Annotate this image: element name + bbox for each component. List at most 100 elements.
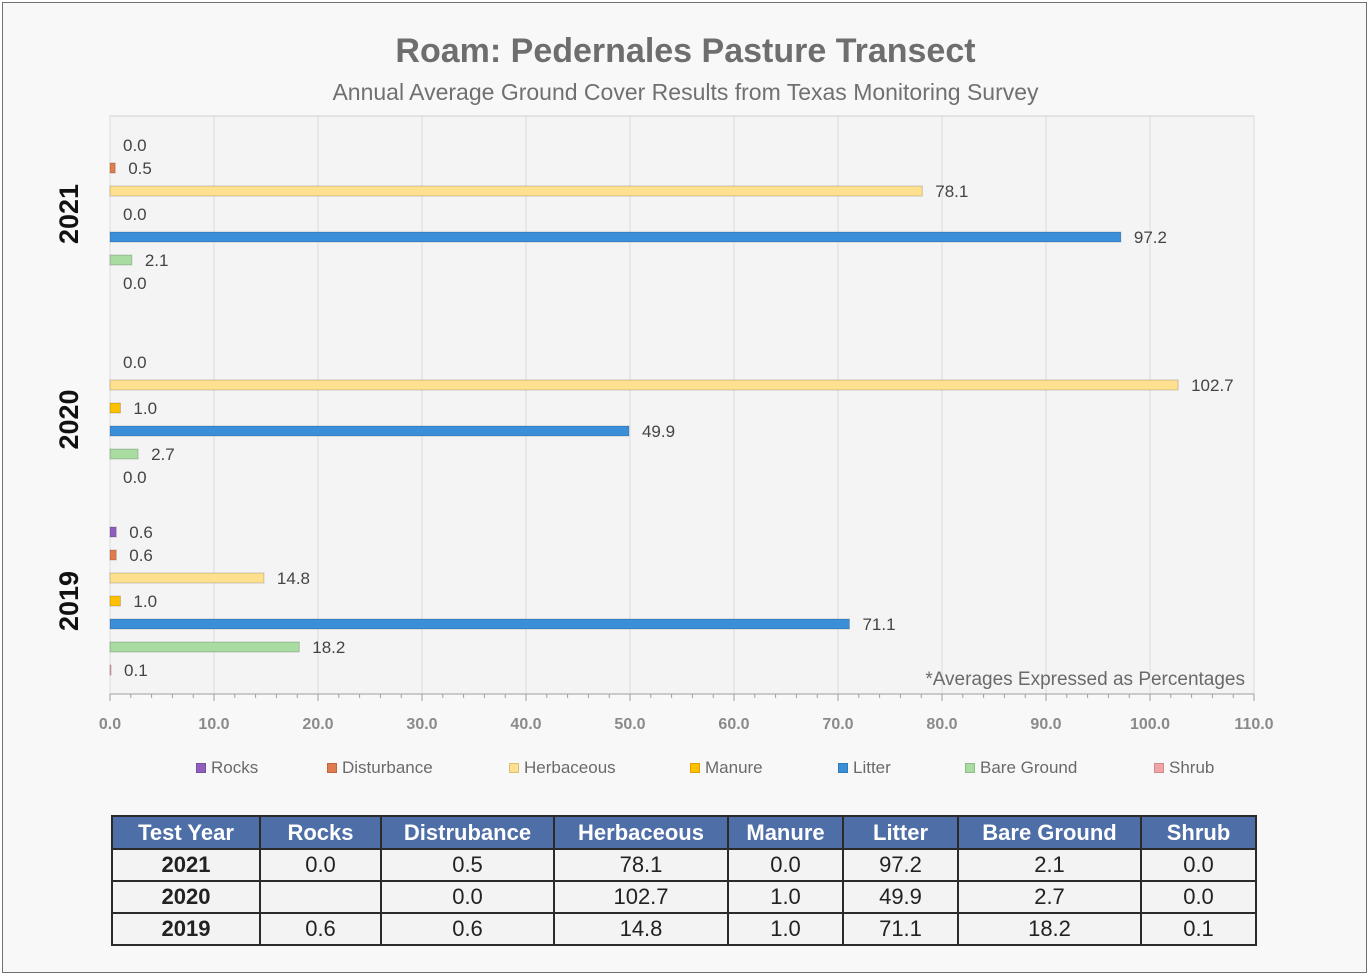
table-cell: 97.2 (842, 848, 959, 882)
data-label: 0.0 (123, 205, 147, 224)
bar (109, 231, 1122, 243)
legend-item: Herbaceous (509, 758, 616, 778)
table-header-cell: Litter (842, 815, 959, 850)
table-header-cell: Rocks (259, 815, 382, 850)
x-tick-label: 100.0 (1130, 716, 1170, 733)
table-cell: 2.7 (957, 880, 1142, 914)
data-label: 49.9 (642, 422, 675, 441)
table-header-cell: Shrub (1140, 815, 1257, 850)
x-tick-label: 30.0 (406, 716, 437, 733)
legend-swatch (509, 763, 519, 773)
table-header-cell: Herbaceous (553, 815, 729, 850)
table-row: 2019 0.6 0.6 14.8 1.0 71.1 18.2 0.1 (111, 912, 1257, 946)
x-tick-label: 90.0 (1030, 716, 1061, 733)
bar (109, 572, 265, 584)
table-cell: 0.0 (1140, 880, 1257, 914)
legend-item: Disturbance (327, 758, 433, 778)
data-label: 1.0 (133, 399, 157, 418)
table-cell: 1.0 (727, 880, 844, 914)
bar (109, 664, 112, 676)
legend-swatch (690, 763, 700, 773)
table-cell: 1.0 (727, 912, 844, 946)
data-label: 14.8 (277, 569, 310, 588)
data-label: 78.1 (935, 182, 968, 201)
legend-label: Rocks (211, 758, 259, 777)
x-tick-label: 60.0 (718, 716, 749, 733)
data-label: 0.0 (123, 353, 147, 372)
data-label: 97.2 (1134, 228, 1167, 247)
table-cell: 18.2 (957, 912, 1142, 946)
table-cell: 0.0 (1140, 848, 1257, 882)
table-row: 2020 0.0 102.7 1.0 49.9 2.7 0.0 (111, 880, 1257, 914)
legend-item: Rocks (196, 758, 258, 778)
table-header-cell: Bare Ground (957, 815, 1142, 850)
bar (109, 402, 121, 414)
table-cell: 49.9 (842, 880, 959, 914)
legend-label: Disturbance (342, 758, 433, 777)
data-label: 2.7 (151, 445, 175, 464)
data-label: 0.1 (124, 661, 148, 680)
chart-note: *Averages Expressed as Percentages (925, 669, 1245, 690)
x-tick-label: 20.0 (302, 716, 333, 733)
x-tick-label: 40.0 (510, 716, 541, 733)
data-label: 102.7 (1191, 376, 1234, 395)
data-label: 0.0 (123, 136, 147, 155)
legend-item: Bare Ground (965, 758, 1077, 778)
x-tick-label: 10.0 (198, 716, 229, 733)
legend-label: Shrub (1169, 758, 1215, 777)
y-category-label: 2021 (54, 184, 84, 244)
legend-item: Shrub (1154, 758, 1214, 778)
y-category-label: 2020 (54, 389, 84, 449)
table-header-cell: Distrubance (380, 815, 555, 850)
data-label: 0.5 (128, 159, 152, 178)
legend-swatch (1154, 763, 1164, 773)
legend-item: Manure (690, 758, 763, 778)
x-tick-label: 0.0 (99, 716, 121, 733)
table-cell: 71.1 (842, 912, 959, 946)
table-cell (259, 880, 382, 914)
legend-item: Litter (838, 758, 891, 778)
table-year-cell: 2020 (111, 880, 261, 914)
table-cell: 0.1 (1140, 912, 1257, 946)
table-cell: 14.8 (553, 912, 729, 946)
bar (109, 162, 116, 174)
table-row: 2021 0.0 0.5 78.1 0.0 97.2 2.1 0.0 (111, 848, 1257, 882)
legend-label: Manure (705, 758, 763, 777)
x-tick-label: 70.0 (822, 716, 853, 733)
legend-swatch (965, 763, 975, 773)
bar (109, 549, 117, 561)
table-cell: 78.1 (553, 848, 729, 882)
bar (109, 448, 139, 460)
x-tick-label: 110.0 (1234, 716, 1273, 733)
data-label: 1.0 (133, 592, 157, 611)
table-cell: 102.7 (553, 880, 729, 914)
bar (109, 425, 630, 437)
data-label: 2.1 (145, 251, 169, 270)
x-tick-label: 50.0 (614, 716, 645, 733)
bar (109, 185, 923, 197)
data-table: Test Year Rocks Distrubance Herbaceous Manur… (111, 815, 1257, 946)
data-label: 0.0 (123, 468, 147, 487)
legend-label: Bare Ground (980, 758, 1078, 777)
y-category-label: 2019 (54, 571, 84, 631)
data-label: 0.6 (129, 523, 153, 542)
legend-label: Herbaceous (524, 758, 616, 777)
chart-title: Roam: Pedernales Pasture Transect (395, 32, 976, 70)
bar (109, 595, 121, 607)
data-label: 71.1 (862, 615, 895, 634)
chart-subtitle: Annual Average Ground Cover Results from… (332, 79, 1039, 105)
bar (109, 618, 850, 630)
table-cell: 0.5 (380, 848, 555, 882)
legend-swatch (838, 763, 848, 773)
table-header-row: Test Year Rocks Distrubance Herbaceous Manur… (111, 815, 1257, 850)
table-header-cell: Manure (727, 815, 844, 850)
data-label: 0.0 (123, 274, 147, 293)
legend-label: Litter (853, 758, 891, 777)
table-cell: 0.6 (380, 912, 555, 946)
table-year-cell: 2019 (111, 912, 261, 946)
plot-area (109, 115, 1255, 695)
data-label: 18.2 (312, 638, 345, 657)
bar (109, 526, 117, 538)
table-cell: 2.1 (957, 848, 1142, 882)
